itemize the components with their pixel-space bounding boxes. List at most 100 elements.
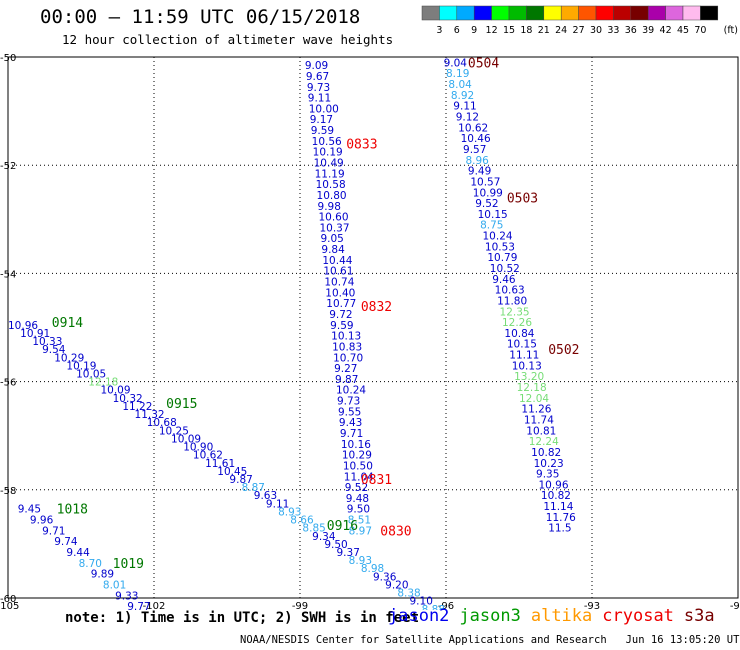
legend-label: 33 xyxy=(607,25,619,36)
wave-height-value: 10.32 xyxy=(113,393,143,405)
wave-height-value: 10.45 xyxy=(217,466,247,478)
wave-height-value: 13.20 xyxy=(514,371,544,383)
wave-height-value: 12.18 xyxy=(88,377,118,389)
wave-height-value: 10.46 xyxy=(461,133,491,145)
wave-height-value: 10.81 xyxy=(526,425,556,437)
wave-height-value: 9.45 xyxy=(18,504,41,516)
wave-height-value: 9.67 xyxy=(306,71,329,83)
wave-height-value: 8.19 xyxy=(446,68,469,80)
wave-height-value: 10.60 xyxy=(318,212,348,224)
wave-height-value: 10.77 xyxy=(326,298,356,310)
legend-label: 12 xyxy=(486,25,498,36)
pass-time-label: 0503 xyxy=(507,192,538,207)
pass-time-label: 0916 xyxy=(327,519,358,534)
wave-height-map: -105-102-99-96-93-90-50-52-54-56-58-609.… xyxy=(0,53,740,610)
wave-height-value: 10.96 xyxy=(538,479,568,491)
wave-height-value: 9.50 xyxy=(347,504,370,516)
wave-height-value: 9.12 xyxy=(456,112,479,124)
legend-swatch xyxy=(700,5,719,21)
lat-tick-label: -58 xyxy=(0,486,16,497)
legend-label: 21 xyxy=(538,25,550,36)
wave-height-value: 10.96 xyxy=(8,320,38,332)
wave-height-value: 10.61 xyxy=(323,266,353,278)
wave-height-value: 10.09 xyxy=(171,433,201,445)
wave-height-value: 10.83 xyxy=(332,341,362,353)
wave-height-value: 9.59 xyxy=(330,320,353,332)
wave-height-value: 10.25 xyxy=(159,425,189,437)
wave-height-value: 8.88 xyxy=(422,604,445,610)
wave-height-value: 9.89 xyxy=(91,569,114,581)
pass-time-label: 0502 xyxy=(548,343,579,358)
lat-tick-label: -60 xyxy=(0,594,16,605)
wave-height-value: 10.52 xyxy=(490,263,520,275)
wave-height-value: 9.84 xyxy=(321,244,345,256)
wave-height-value: 9.11 xyxy=(453,101,476,113)
wave-height-value: 9.09 xyxy=(305,60,328,72)
wave-height-value: 11.76 xyxy=(546,512,576,524)
wave-height-value: 8.70 xyxy=(79,558,102,570)
wave-height-value: 11.11 xyxy=(509,350,539,362)
wave-height-value: 9.77 xyxy=(127,601,150,610)
wave-height-value: 10.68 xyxy=(147,417,177,429)
map-title: 00:00 — 11:59 UTC 06/15/2018 xyxy=(40,6,361,28)
wave-height-value: 11.32 xyxy=(135,409,165,421)
lon-tick-label: -93 xyxy=(584,601,600,610)
wave-height-value: 9.71 xyxy=(42,525,65,537)
wave-height-value: 8.97 xyxy=(349,525,372,537)
wave-height-value: 10.15 xyxy=(478,209,508,221)
wave-height-value: 10.29 xyxy=(54,352,84,364)
wave-height-value: 10.09 xyxy=(100,385,130,397)
pass-time-label: 1019 xyxy=(113,557,144,572)
wave-height-value: 10.82 xyxy=(531,447,561,459)
wave-height-value: 9.52 xyxy=(345,482,368,494)
wave-height-value: 9.43 xyxy=(339,417,362,429)
wave-height-value: 10.00 xyxy=(309,103,339,115)
wave-height-value: 10.40 xyxy=(325,287,355,299)
wave-height-value: 8.04 xyxy=(448,79,472,91)
satellite-name: s3a xyxy=(683,606,715,626)
wave-height-value: 9.87 xyxy=(335,374,358,386)
wave-height-value: 12.04 xyxy=(519,393,549,405)
legend-label: 45 xyxy=(677,25,689,36)
map-subtitle: 12 hour collection of altimeter wave hei… xyxy=(62,32,394,47)
lat-tick-label: -54 xyxy=(0,269,16,280)
legend-label: 18 xyxy=(520,25,532,36)
wave-height-value: 9.71 xyxy=(340,428,363,440)
legend-label: 27 xyxy=(573,25,585,36)
credit-line: NOAA/NESDIS Center for Satellite Applica… xyxy=(240,634,740,646)
wave-height-value: 10.49 xyxy=(314,157,344,169)
wave-height-value: 8.96 xyxy=(465,155,489,167)
wave-height-value: 9.73 xyxy=(307,82,330,94)
satellite-name: jason3 xyxy=(459,606,521,626)
satellite-name: altika xyxy=(530,606,593,626)
lon-tick-label: -99 xyxy=(292,601,308,610)
legend-label: 3 xyxy=(436,25,442,36)
wave-height-value: 9.57 xyxy=(463,144,486,156)
legend-label: 39 xyxy=(642,25,654,36)
wave-height-value: 11.5 xyxy=(548,523,571,535)
wave-height-value: 10.15 xyxy=(507,339,537,351)
wave-height-value: 9.54 xyxy=(42,344,66,356)
wave-height-value: 9.98 xyxy=(318,201,341,213)
legend-label: 6 xyxy=(454,25,460,36)
wave-height-value: 9.63 xyxy=(254,490,277,502)
wave-height-value: 11.61 xyxy=(205,458,235,470)
legend-unit: (ft) xyxy=(724,25,738,36)
wave-height-value: 10.19 xyxy=(313,147,343,159)
wave-height-value: 11.14 xyxy=(543,501,573,513)
wave-height-value: 8.01 xyxy=(103,579,126,591)
wave-height-value: 10.13 xyxy=(512,360,542,372)
wave-height-value: 8.51 xyxy=(348,515,371,527)
wave-height-value: 10.19 xyxy=(66,360,96,372)
lat-tick-label: -50 xyxy=(0,53,16,64)
legend-label: 42 xyxy=(660,25,672,36)
wave-height-value: 9.05 xyxy=(320,233,343,245)
wave-height-value: 10.29 xyxy=(342,450,372,462)
wave-height-value: 12.18 xyxy=(517,382,547,394)
wave-height-value: 8.92 xyxy=(451,90,474,102)
wave-height-value: 10.91 xyxy=(20,328,50,340)
lon-tick-label: -102 xyxy=(143,601,166,610)
wave-height-value: 12.35 xyxy=(500,306,530,318)
wave-height-value: 11.19 xyxy=(315,168,345,180)
wave-height-value: 8.66 xyxy=(290,515,314,527)
